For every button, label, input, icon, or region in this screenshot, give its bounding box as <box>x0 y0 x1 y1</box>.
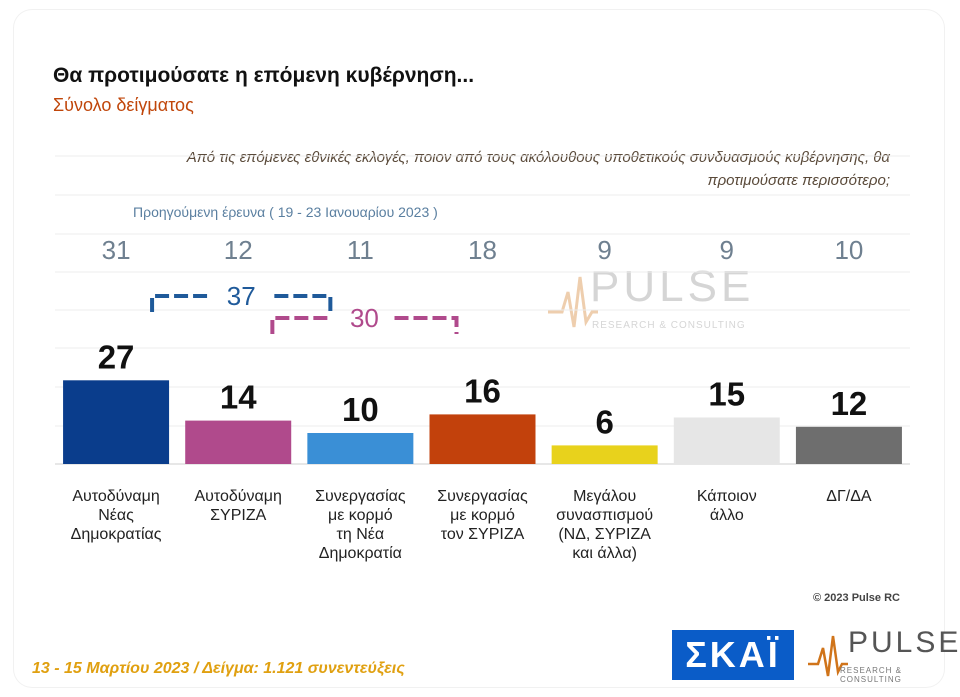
category-label: Δημοκρατίας <box>71 526 162 543</box>
pulse-logo-word: PULSE <box>848 626 960 659</box>
bar-value-label: 6 <box>595 403 613 440</box>
pulse-logo: PULSE RESEARCH & CONSULTING <box>808 626 958 684</box>
bar-value-label: 16 <box>464 372 501 409</box>
bracket-line <box>274 294 333 312</box>
bracket-line <box>270 316 331 334</box>
bar-value-label: 27 <box>98 338 135 375</box>
bar <box>673 417 780 464</box>
category-label: με κορμό <box>450 507 515 524</box>
pulse-wave-icon <box>548 276 598 328</box>
previous-value-label: 31 <box>102 235 131 265</box>
pulse-wave-icon <box>808 635 848 677</box>
bar-value-label: 15 <box>708 376 745 413</box>
bar-value-label: 14 <box>220 379 257 416</box>
category-label: (ΝΔ, ΣΥΡΙΖΑ <box>558 526 651 543</box>
bar <box>795 426 902 464</box>
bar <box>307 433 414 464</box>
previous-value-label: 9 <box>597 235 611 265</box>
bracket-label: 30 <box>350 303 379 333</box>
category-label: με κορμό <box>328 507 393 524</box>
bar <box>63 380 170 464</box>
previous-value-label: 10 <box>834 235 863 265</box>
bar-value-label: 10 <box>342 391 379 428</box>
previous-survey-caption: Προηγούμενη έρευνα ( 19 - 23 Ιανουαρίου … <box>133 204 438 220</box>
category-label: Αυτοδύναμη <box>72 488 159 505</box>
bracket-line <box>150 294 209 312</box>
category-label: ΣΥΡΙΖΑ <box>210 507 266 524</box>
category-label: ΔΓ/ΔΑ <box>826 488 872 505</box>
bar <box>429 414 536 464</box>
category-label: Συνεργασίας <box>315 488 406 505</box>
chart-title: Θα προτιμούσατε η επόμενη κυβέρνηση... <box>53 64 475 87</box>
bar <box>185 420 292 464</box>
previous-value-label: 18 <box>468 235 497 265</box>
survey-question: Από τις επόμενες εθνικές εκλογές, ποιον … <box>186 149 890 189</box>
category-label: και άλλα) <box>572 545 637 562</box>
previous-value-label: 9 <box>720 235 734 265</box>
copyright: © 2023 Pulse RC <box>813 592 900 604</box>
bracket-label: 37 <box>227 281 256 311</box>
category-label: Μεγάλου <box>573 488 636 505</box>
pulse-watermark: PULSE RESEARCH & CONSULTING <box>548 262 778 342</box>
chart-subtitle: Σύνολο δείγματος <box>53 95 194 115</box>
previous-value-label: 11 <box>347 235 374 265</box>
category-label: τη Νέα <box>337 526 385 543</box>
watermark-tagline: RESEARCH & CONSULTING <box>592 320 746 331</box>
survey-footer: 13 - 15 Μαρτίου 2023 / Δείγμα: 1.121 συν… <box>32 660 405 677</box>
skai-logo: ΣΚΑΪ <box>672 630 794 680</box>
category-label: Νέας <box>98 507 134 524</box>
category-label: Αυτοδύναμη <box>194 488 281 505</box>
bar-value-label: 12 <box>831 385 868 422</box>
category-label: Συνεργασίας <box>437 488 528 505</box>
watermark-word: PULSE <box>590 262 755 311</box>
previous-value-label: 12 <box>224 235 253 265</box>
category-label: άλλο <box>710 507 744 524</box>
category-label: τον ΣΥΡΙΖΑ <box>441 526 525 543</box>
category-label: Δημοκρατία <box>319 545 402 562</box>
category-label: συνασπισμού <box>556 507 653 524</box>
category-label: Κάποιον <box>697 488 757 505</box>
pulse-logo-tagline: RESEARCH & CONSULTING <box>840 666 903 684</box>
bracket-line <box>394 316 459 334</box>
bar <box>551 445 658 464</box>
